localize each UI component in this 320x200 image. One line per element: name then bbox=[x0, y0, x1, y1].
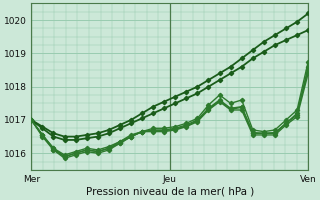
X-axis label: Pression niveau de la mer( hPa ): Pression niveau de la mer( hPa ) bbox=[86, 187, 254, 197]
